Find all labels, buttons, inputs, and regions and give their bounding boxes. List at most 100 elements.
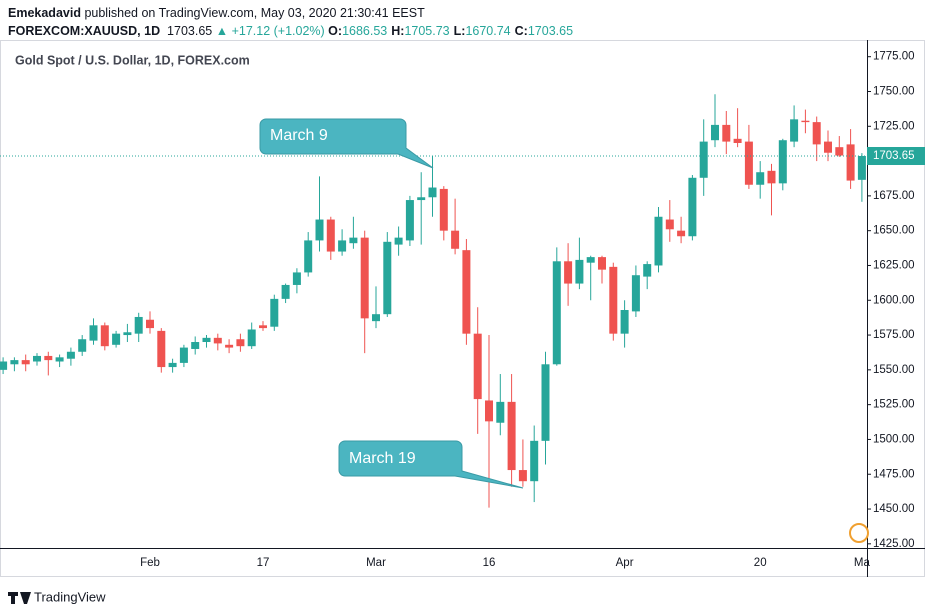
candle-body [835,147,844,156]
candle-body [801,120,810,123]
candle-body [78,339,87,352]
candle-body [21,360,30,365]
ohlc-label: H: [391,24,405,38]
candle-body [134,316,143,334]
candle-body [778,140,787,184]
candle-body [665,219,674,230]
ohlc-label: L: [453,24,466,38]
candle-body [756,172,765,185]
candle-body [44,355,53,361]
y-tick-label: 1725.00 [873,120,915,132]
candle-body [66,351,75,359]
callout-march-19 [338,440,524,489]
candle-body [598,257,606,270]
chart-frame [0,40,925,577]
y-tick-label: 1425.00 [873,538,915,550]
candle-body [473,333,482,400]
x-tick-label: Apr [616,557,634,569]
candle-body [247,329,256,347]
ohlc: O:1686.53 H:1705.73 L:1670.74 C:1703.65 [328,24,577,38]
ohlc-value: 1705.73 [404,24,450,38]
candle-body [304,240,313,273]
y-tick-label: 1775.00 [873,51,915,63]
candle-body [10,360,19,365]
candle-body [326,219,335,252]
candle-body [360,237,369,319]
candle-body [485,400,493,422]
callouts: March 9 March 19 [259,118,524,489]
candle-body [405,200,414,241]
candle-body [270,298,279,327]
symbol: FOREXCOM:XAUUSD, 1D [8,24,161,38]
candle-body [157,330,166,368]
candle-body [428,187,437,198]
candle-body [213,337,222,344]
y-tick-label: 1575.00 [873,329,915,341]
candle-body [620,310,629,334]
price: 1703.65 [167,24,213,38]
candle-body [699,141,708,178]
candle-body [33,355,41,362]
candle-body [462,250,471,334]
candle-body [315,219,324,241]
ohlc-label: O: [328,24,343,38]
candle-body [0,361,8,370]
y-tick-label: 1450.00 [873,503,915,515]
candle-body [677,230,686,237]
y-tick-label: 1750.00 [873,86,915,98]
published: published on TradingView.com, May 03, 20… [84,6,425,20]
chart-title: Gold Spot / U.S. Dollar, 1D, FOREX.com [15,53,250,67]
candle-body [100,325,109,347]
candles [0,94,866,508]
candle-body [89,325,98,341]
y-tick-label: 1550.00 [873,364,915,376]
candle-body [654,216,663,266]
annotation: March 9 [270,127,328,144]
candle-body [631,275,640,312]
candle-body [812,122,821,145]
candle-body [507,401,516,471]
candle-body [767,170,776,184]
candle-body [417,197,426,201]
candle-body [179,347,188,363]
candle-body [123,332,132,336]
x-tick-label: Feb [140,557,160,569]
y-tick-label: 1525.00 [873,399,915,411]
replay-icon[interactable] [849,523,869,543]
candle-body [564,261,573,284]
candle-body [281,284,290,299]
candle-body [383,241,392,315]
candle-body [191,342,200,349]
candle-body [451,230,460,249]
callout-march-9 [259,118,434,169]
quote-line: FOREXCOM:XAUUSD, 1D 1703.65 ▲ +17.12 (+1… [8,22,577,40]
candle-body [202,337,211,343]
candle-body [292,272,301,285]
candle-body [518,470,527,482]
candle-body [688,177,697,237]
x-tick-label: 20 [754,557,767,569]
candle-body [552,261,561,365]
ohlc-value: 1670.74 [465,24,511,38]
y-tick-label: 1600.00 [873,294,915,306]
candle-body [711,124,719,141]
candle-body [530,440,539,482]
x-tick-label: Mar [366,557,386,569]
last-price-box [867,147,925,166]
brand-logo: TradingView [8,589,106,604]
candle-body [744,141,753,185]
change: ▲ +17.12 (+1.02%) [215,24,325,38]
author: Emekadavid [8,6,81,20]
y-tick-label: 1650.00 [873,225,915,237]
x-tick-label: Ma [854,557,871,569]
y-tick-label: 1625.00 [873,259,915,271]
ohlc-value: 1703.65 [527,24,574,38]
candle-body [236,339,245,347]
candle-body [643,264,652,277]
candle-body [609,266,618,334]
candle-body [225,344,234,348]
candle-body [372,314,380,322]
candle-body [733,138,742,143]
candle-body [259,325,267,329]
